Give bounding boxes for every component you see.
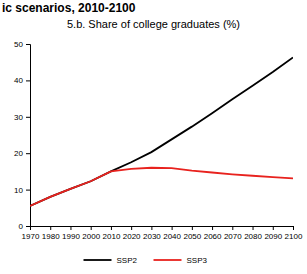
- y-tick: 50: [14, 40, 30, 49]
- subtitle: 5.b. Share of college graduates (%): [67, 18, 240, 30]
- x-axis-line: [31, 227, 294, 231]
- y-tick-mark: [26, 226, 30, 227]
- x-tick: 2070: [224, 226, 242, 241]
- x-tick-label: 2000: [82, 232, 100, 241]
- x-tick-label: 2040: [163, 232, 181, 241]
- x-tick: 2000: [82, 226, 100, 241]
- x-tick: 2040: [163, 226, 181, 241]
- y-tick-mark: [26, 117, 30, 118]
- x-tick-label: 1990: [62, 232, 80, 241]
- y-tick-mark: [26, 44, 30, 45]
- lines: [30, 57, 293, 206]
- x-tick-mark: [131, 226, 132, 230]
- x-axis: 1970198019902000201020202030204020502060…: [22, 226, 303, 241]
- x-tick-label: 2010: [103, 232, 121, 241]
- x-tick: 2060: [204, 226, 222, 241]
- x-tick-label: 2030: [143, 232, 161, 241]
- y-axis-line: [26, 45, 31, 227]
- x-tick: 1980: [42, 226, 60, 241]
- y-tick-label: 20: [14, 149, 23, 158]
- x-tick-mark: [172, 226, 173, 230]
- x-tick-mark: [111, 226, 112, 230]
- x-tick: 2020: [123, 226, 141, 241]
- y-tick-mark: [26, 190, 30, 191]
- x-tick-label: 2090: [264, 232, 282, 241]
- legend-label: SSP3: [187, 256, 208, 265]
- x-tick-mark: [50, 226, 51, 230]
- x-tick-mark: [212, 226, 213, 230]
- y-tick: 0: [19, 222, 30, 231]
- x-tick: 2030: [143, 226, 161, 241]
- series-line: [30, 57, 293, 206]
- x-tick-label: 2080: [244, 232, 262, 241]
- series-line: [30, 168, 293, 206]
- y-tick: 20: [14, 149, 30, 158]
- x-tick: 1990: [62, 226, 80, 241]
- x-tick: 2100: [285, 226, 303, 241]
- x-tick: 2010: [103, 226, 121, 241]
- y-tick: 30: [14, 113, 30, 122]
- y-axis: 0 10 20 30 40 50: [14, 40, 30, 231]
- y-tick-label: 40: [14, 76, 23, 85]
- y-tick-label: 30: [14, 113, 23, 122]
- title: ic scenarios, 2010-2100: [2, 1, 136, 15]
- x-tick-mark: [293, 226, 294, 230]
- plot: 1970198019902000201020202030204020502060…: [14, 40, 303, 241]
- y-tick-mark: [26, 80, 30, 81]
- x-tick: 1970: [22, 226, 40, 241]
- x-tick-mark: [232, 226, 233, 230]
- x-tick-label: 2050: [183, 232, 201, 241]
- y-tick-label: 10: [14, 186, 23, 195]
- legend-swatch: [84, 259, 112, 261]
- x-tick-mark: [253, 226, 254, 230]
- x-tick-label: 1970: [22, 232, 40, 241]
- x-tick: 2050: [183, 226, 201, 241]
- x-tick: 2080: [244, 226, 262, 241]
- y-tick-label: 50: [14, 40, 23, 49]
- x-tick: 2090: [264, 226, 282, 241]
- x-tick-label: 1980: [42, 232, 60, 241]
- chart: ic scenarios, 2010-2100 5.b. Share of col…: [0, 0, 307, 274]
- x-tick-label: 2060: [204, 232, 222, 241]
- x-tick-mark: [192, 226, 193, 230]
- x-tick-mark: [151, 226, 152, 230]
- legend-label: SSP2: [117, 256, 138, 265]
- x-tick-label: 2020: [123, 232, 141, 241]
- x-tick-mark: [91, 226, 92, 230]
- x-tick-label: 2070: [224, 232, 242, 241]
- y-tick-label: 0: [19, 222, 24, 231]
- y-tick: 10: [14, 186, 30, 195]
- y-tick: 40: [14, 76, 30, 85]
- x-tick-mark: [70, 226, 71, 230]
- y-tick-mark: [26, 153, 30, 154]
- x-tick-label: 2100: [285, 232, 303, 241]
- legend: SSP2 SSP3: [84, 256, 208, 265]
- x-tick-mark: [273, 226, 274, 230]
- legend-swatch: [154, 259, 182, 261]
